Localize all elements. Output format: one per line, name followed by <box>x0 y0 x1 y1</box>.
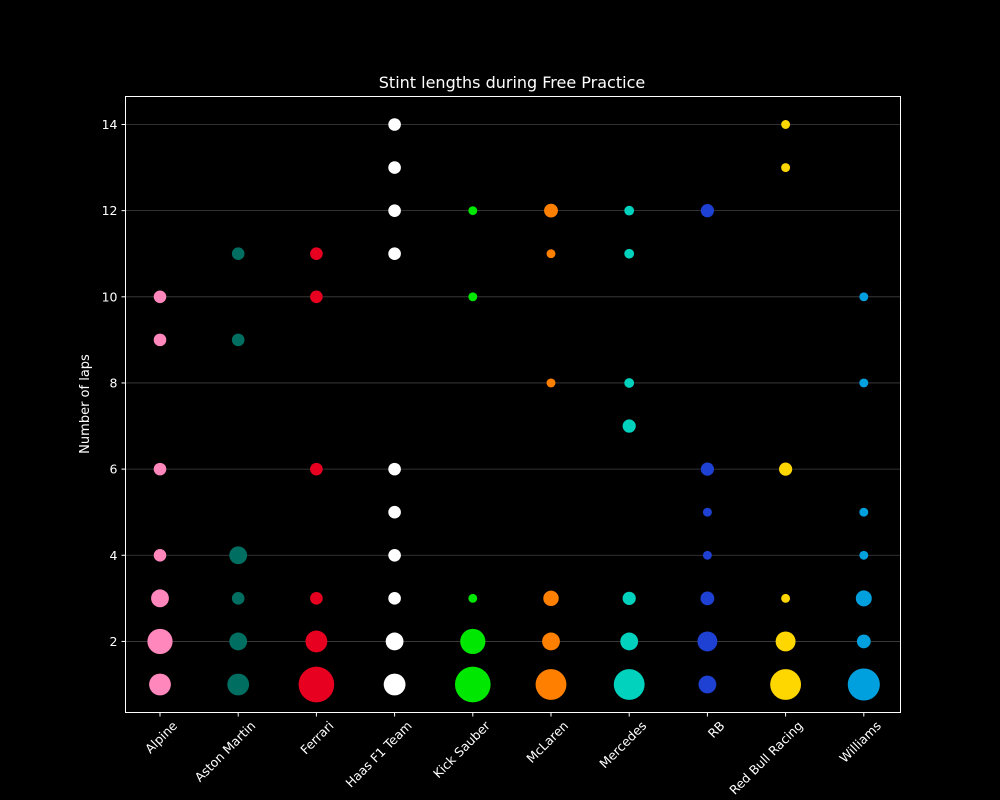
y-tick-label: 12 <box>102 203 118 218</box>
data-point <box>454 666 491 703</box>
data-point <box>149 673 171 696</box>
y-tick-label: 2 <box>110 634 118 649</box>
data-point <box>778 462 793 476</box>
data-point <box>229 546 248 565</box>
data-point <box>856 634 871 649</box>
data-point <box>231 592 245 605</box>
data-point <box>388 462 401 476</box>
grid-lines <box>125 124 901 642</box>
data-point <box>781 163 791 173</box>
data-point <box>624 378 635 388</box>
data-point <box>153 548 167 562</box>
data-point <box>544 203 558 218</box>
data-point <box>702 507 712 517</box>
data-point <box>546 378 556 388</box>
chart-title: Stint lengths during Free Practice <box>379 73 645 92</box>
data-point <box>700 591 715 606</box>
data-point <box>546 249 556 259</box>
data-point <box>770 669 802 700</box>
data-point <box>624 248 635 259</box>
y-tick-label: 14 <box>102 117 118 132</box>
data-point <box>305 630 328 653</box>
data-point <box>700 204 715 218</box>
y-tick-label: 4 <box>110 548 118 563</box>
y-tick-label: 8 <box>110 375 118 390</box>
data-point <box>535 669 567 700</box>
data-point <box>298 666 335 703</box>
y-tick-label: 6 <box>110 462 118 477</box>
data-point <box>388 161 401 174</box>
data-point <box>847 668 880 701</box>
y-axis-ticks: 2 4 6 8 10 12 14 <box>102 117 126 649</box>
data-point <box>310 290 323 304</box>
data-point <box>383 673 406 696</box>
y-axis-label: Number of laps <box>78 354 93 454</box>
data-point <box>859 378 869 388</box>
data-point <box>622 419 636 433</box>
data-point <box>859 292 869 302</box>
data-point <box>153 462 167 476</box>
data-point <box>227 673 250 696</box>
data-point <box>229 632 248 651</box>
data-point <box>468 292 478 302</box>
data-point <box>855 590 872 607</box>
data-points <box>147 118 880 703</box>
data-point <box>468 206 478 216</box>
y-tick-label: 10 <box>102 289 118 304</box>
data-point <box>385 632 404 651</box>
data-point <box>153 333 167 347</box>
data-point <box>151 589 169 608</box>
data-point <box>859 550 869 560</box>
data-point <box>147 628 173 655</box>
data-point <box>698 675 717 694</box>
data-point <box>231 333 245 347</box>
data-point <box>624 205 635 216</box>
data-point <box>310 592 323 605</box>
data-point <box>700 462 715 476</box>
data-point <box>310 247 323 261</box>
data-point <box>697 631 718 652</box>
data-point <box>781 593 791 603</box>
data-point <box>153 290 167 304</box>
data-point <box>859 507 869 517</box>
data-point <box>388 592 401 605</box>
data-point <box>542 632 560 651</box>
data-point <box>388 505 401 519</box>
data-point <box>781 120 791 129</box>
data-point <box>468 593 478 603</box>
data-point <box>622 591 636 605</box>
data-point <box>388 247 401 261</box>
data-point <box>702 550 712 560</box>
data-point <box>388 204 401 217</box>
data-point <box>620 632 639 651</box>
data-point <box>231 247 245 261</box>
data-point <box>775 631 796 652</box>
data-point <box>388 118 401 131</box>
data-point <box>460 628 486 655</box>
data-point <box>543 590 559 607</box>
plot-frame <box>125 96 901 713</box>
data-point <box>613 669 645 700</box>
data-point <box>310 462 323 476</box>
data-point <box>388 548 401 562</box>
